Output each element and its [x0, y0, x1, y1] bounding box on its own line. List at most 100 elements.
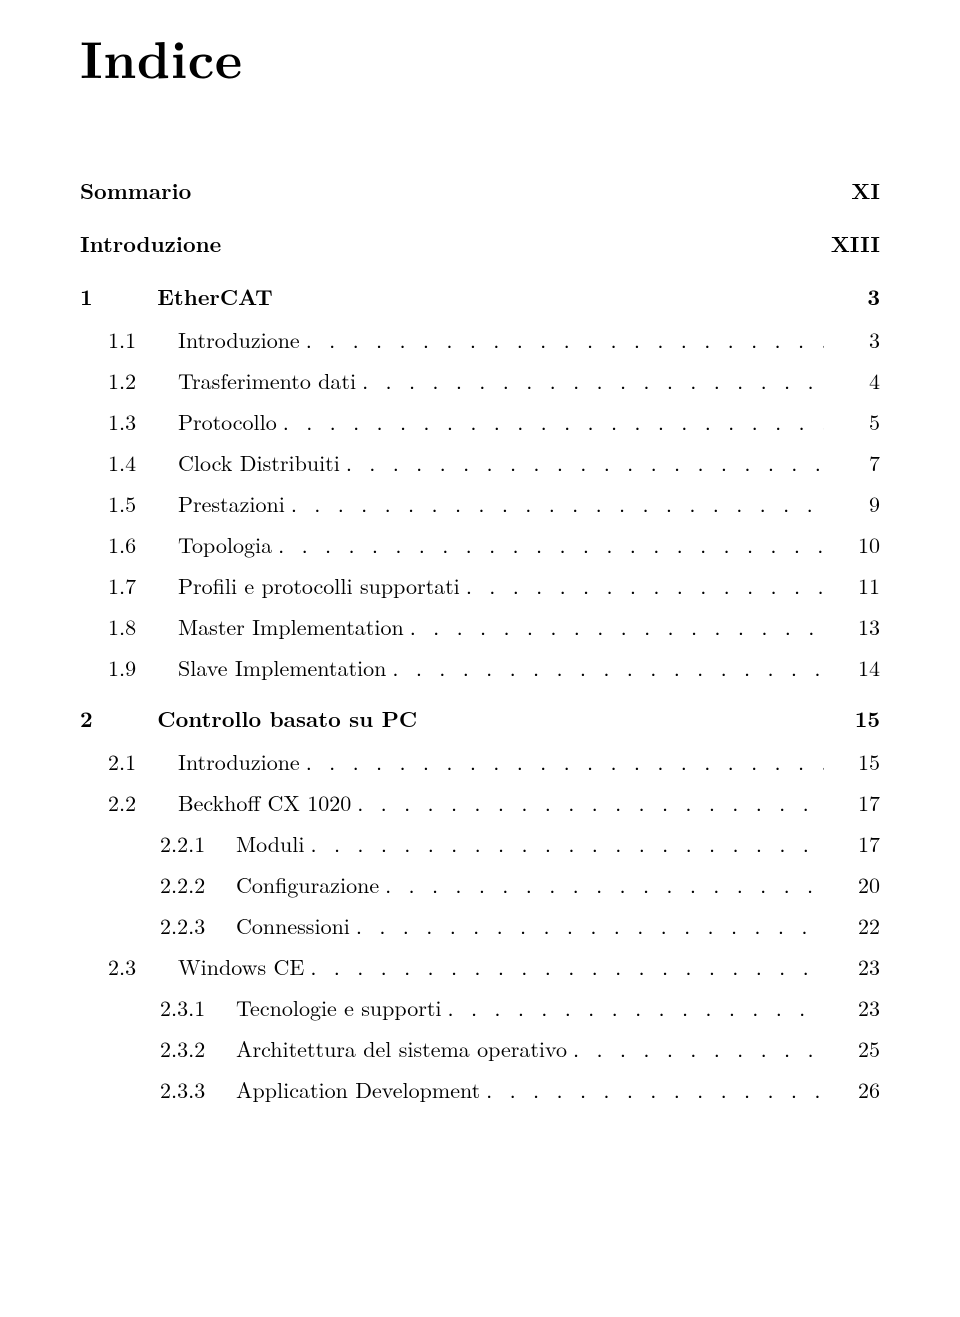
- toc-entry-label: Application Development: [236, 1073, 480, 1106]
- toc-row: 2.2.2Configurazione. . . . . . . . . . .…: [80, 868, 880, 901]
- toc-entry-number: 2.2.3: [160, 909, 236, 942]
- toc-row: 1.3Protocollo. . . . . . . . . . . . . .…: [80, 405, 880, 438]
- toc-entry-page: 23: [830, 991, 880, 1024]
- toc-row: 2 Controllo basato su PC 15: [80, 702, 880, 735]
- toc-entry-page: 9: [830, 487, 880, 520]
- toc-entry-label: Sommario: [80, 174, 191, 207]
- toc-entry-label: Protocollo: [178, 405, 277, 438]
- toc-entry-page: 25: [830, 1032, 880, 1065]
- toc-entry-label: Introduzione: [178, 745, 300, 778]
- toc-entry-page: 10: [830, 528, 880, 561]
- toc-entry-label: Controllo basato su PC: [132, 702, 417, 735]
- toc-entry-page: 15: [830, 745, 880, 778]
- toc-entry-page: 23: [830, 950, 880, 983]
- toc-entry-number: 1.9: [108, 651, 178, 684]
- page-title: Indice: [80, 20, 880, 94]
- toc-leader-dots: . . . . . . . . . . . . . . . . . . . . …: [357, 786, 824, 819]
- toc-row: 2.3.1Tecnologie e supporti. . . . . . . …: [80, 991, 880, 1024]
- toc-entry-label: Clock Distribuiti: [178, 446, 340, 479]
- toc-entry-number: 1.4: [108, 446, 178, 479]
- toc-entry-number: 1: [80, 280, 132, 313]
- toc-row: 1.1Introduzione. . . . . . . . . . . . .…: [80, 323, 880, 356]
- toc-entry-number: 2.3.2: [160, 1032, 236, 1065]
- toc-row: 1.9Slave Implementation. . . . . . . . .…: [80, 651, 880, 684]
- toc-row: 2.3.3Application Development. . . . . . …: [80, 1073, 880, 1106]
- toc-row: 1.8Master Implementation. . . . . . . . …: [80, 610, 880, 643]
- toc-leader-dots: . . . . . . . . . . . . . . . . . . . . …: [278, 528, 824, 561]
- toc-row: Introduzione XIII: [80, 227, 880, 260]
- toc-entry-label: Introduzione: [178, 323, 300, 356]
- toc-leader-dots: . . . . . . . . . . . . . . . . . . . . …: [385, 868, 824, 901]
- toc-entry-page: 17: [830, 827, 880, 860]
- toc-leader-dots: . . . . . . . . . . . . . . . . . . . . …: [346, 446, 824, 479]
- toc-page: Indice Sommario XI Introduzione XIII 1 Ether…: [0, 0, 960, 1317]
- toc-entry-page: 17: [830, 786, 880, 819]
- toc-entry-label: Prestazioni: [178, 487, 285, 520]
- toc-row: 1.4Clock Distribuiti. . . . . . . . . . …: [80, 446, 880, 479]
- toc-leader-dots: . . . . . . . . . . . . . . . . . . . . …: [311, 827, 825, 860]
- toc-entry-label: Trasferimento dati: [178, 364, 356, 397]
- toc-entry-number: 1.6: [108, 528, 178, 561]
- toc-row: 2.2Beckhoff CX 1020. . . . . . . . . . .…: [80, 786, 880, 819]
- toc-entry-label: Windows CE: [178, 950, 304, 983]
- toc-entry-label: Connessioni: [236, 909, 350, 942]
- toc-row: 2.2.1Moduli. . . . . . . . . . . . . . .…: [80, 827, 880, 860]
- toc-leader-dots: . . . . . . . . . . . . . . . . . . . . …: [291, 487, 824, 520]
- toc-entry-number: 2.3: [108, 950, 178, 983]
- toc-row: 2.3.2Architettura del sistema operativo.…: [80, 1032, 880, 1065]
- toc-entry-number: 2.2: [108, 786, 178, 819]
- toc-entry-page: 14: [830, 651, 880, 684]
- toc-entry-label: Moduli: [236, 827, 305, 860]
- toc-entry-number: 2.2.2: [160, 868, 236, 901]
- toc-entry-label: Topologia: [178, 528, 272, 561]
- toc-entry-label: Slave Implementation: [178, 651, 386, 684]
- toc-entry-number: 1.7: [108, 569, 178, 602]
- toc-leader-dots: . . . . . . . . . . . . . . . . . . . . …: [486, 1073, 824, 1106]
- toc-row: 1.2Trasferimento dati. . . . . . . . . .…: [80, 364, 880, 397]
- toc-entry-label: Tecnologie e supporti: [236, 991, 442, 1024]
- toc-entry-page: 7: [830, 446, 880, 479]
- toc-entry-number: 1.2: [108, 364, 178, 397]
- toc-entry-number: 2.2.1: [160, 827, 236, 860]
- toc-entry-label: Master Implementation: [178, 610, 404, 643]
- toc-leader-dots: . . . . . . . . . . . . . . . . . . . . …: [356, 909, 824, 942]
- toc-leader-dots: . . . . . . . . . . . . . . . . . . . . …: [306, 745, 824, 778]
- toc-leader-dots: . . . . . . . . . . . . . . . . . . . . …: [310, 950, 824, 983]
- toc-leader-dots: . . . . . . . . . . . . . . . . . . . . …: [448, 991, 824, 1024]
- toc-entry-page: 20: [830, 868, 880, 901]
- toc-leader-dots: . . . . . . . . . . . . . . . . . . . . …: [362, 364, 824, 397]
- toc-container: Sommario XI Introduzione XIII 1 EtherCAT 3 1.1…: [80, 174, 880, 1106]
- toc-leader-dots: . . . . . . . . . . . . . . . . . . . . …: [466, 569, 824, 602]
- toc-entry-page: 15: [830, 702, 880, 735]
- toc-row: Sommario XI: [80, 174, 880, 207]
- toc-entry-page: 11: [830, 569, 880, 602]
- toc-entry-number: 2.3.3: [160, 1073, 236, 1106]
- toc-leader-dots: . . . . . . . . . . . . . . . . . . . . …: [410, 610, 824, 643]
- toc-entry-number: 2.1: [108, 745, 178, 778]
- toc-row: 1.7Profili e protocolli supportati. . . …: [80, 569, 880, 602]
- toc-row: 2.3Windows CE. . . . . . . . . . . . . .…: [80, 950, 880, 983]
- toc-leader-dots: . . . . . . . . . . . . . . . . . . . . …: [283, 405, 824, 438]
- toc-entry-page: 3: [830, 280, 880, 313]
- toc-entry-page: 4: [830, 364, 880, 397]
- toc-entry-number: 1.5: [108, 487, 178, 520]
- toc-entry-label: Introduzione: [80, 227, 221, 260]
- toc-row: 2.2.3Connessioni. . . . . . . . . . . . …: [80, 909, 880, 942]
- toc-entry-page: 13: [830, 610, 880, 643]
- toc-row: 2.1Introduzione. . . . . . . . . . . . .…: [80, 745, 880, 778]
- toc-leader-dots: . . . . . . . . . . . . . . . . . . . . …: [306, 323, 824, 356]
- toc-entry-label: EtherCAT: [132, 280, 273, 313]
- toc-entry-page: 26: [830, 1073, 880, 1106]
- toc-entry-number: 1.3: [108, 405, 178, 438]
- toc-leader-dots: . . . . . . . . . . . . . . . . . . . . …: [573, 1032, 824, 1065]
- toc-entry-page: 22: [830, 909, 880, 942]
- toc-entry-label: Configurazione: [236, 868, 379, 901]
- toc-entry-page: XIII: [830, 227, 880, 260]
- toc-row: 1 EtherCAT 3: [80, 280, 880, 313]
- toc-entry-number: 1.8: [108, 610, 178, 643]
- toc-row: 1.6Topologia. . . . . . . . . . . . . . …: [80, 528, 880, 561]
- toc-entry-number: 2: [80, 702, 132, 735]
- toc-entry-label: Beckhoff CX 1020: [178, 786, 351, 819]
- toc-entry-page: XI: [830, 174, 880, 207]
- toc-entry-page: 5: [830, 405, 880, 438]
